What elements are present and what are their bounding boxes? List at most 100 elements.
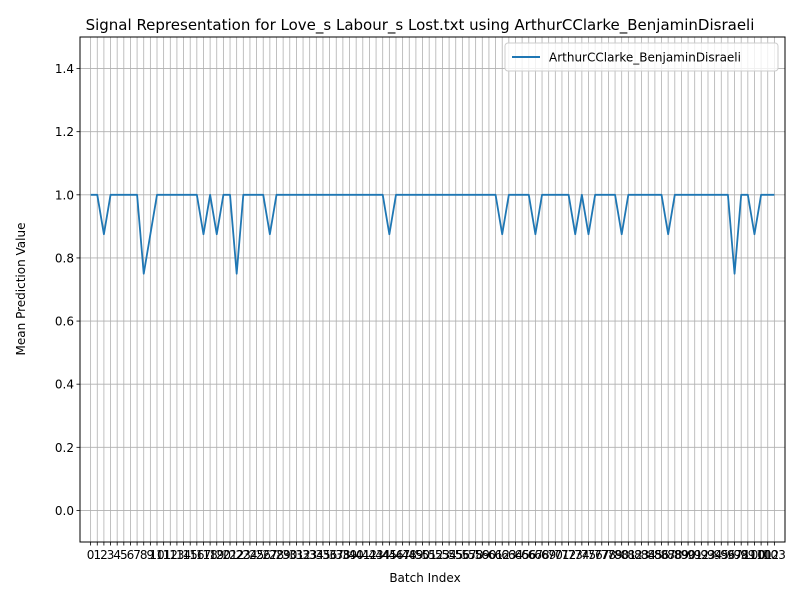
- x-tick-label: 23: [236, 548, 251, 562]
- x-tick-label: 76: [588, 548, 603, 562]
- x-tick-label: 56: [455, 548, 470, 562]
- y-axis-ticks: 0.0 0.2 0.4 0.6 0.8 1.0 1.2 1.4: [55, 62, 80, 518]
- y-tick-label: 0.6: [55, 315, 74, 329]
- x-tick-label: 36: [322, 548, 337, 562]
- x-tick-label: 35: [315, 548, 330, 562]
- x-tick-label: 31: [289, 548, 304, 562]
- x-tick-label: 60: [481, 548, 496, 562]
- x-tick-label: 88: [667, 548, 682, 562]
- y-tick-label: 0.2: [55, 441, 74, 455]
- x-tick-label: 51: [422, 548, 437, 562]
- x-tick-label: 103: [763, 548, 786, 562]
- x-tick-label: 69: [541, 548, 556, 562]
- x-tick-label: 102: [756, 548, 779, 562]
- x-tick-label: 6: [127, 548, 135, 562]
- x-tick-label: 21: [222, 548, 237, 562]
- x-tick-label: 62: [495, 548, 510, 562]
- x-tick-label: 17: [196, 548, 211, 562]
- x-tick-label: 95: [714, 548, 729, 562]
- x-tick-label: 14: [176, 548, 191, 562]
- x-tick-label: 70: [548, 548, 563, 562]
- x-tick-label: 50: [415, 548, 430, 562]
- x-tick-label: 39: [342, 548, 357, 562]
- x-tick-label: 25: [249, 548, 264, 562]
- plot-frame: [79, 36, 786, 543]
- x-tick-label: 47: [395, 548, 410, 562]
- x-tick-label: 87: [661, 548, 676, 562]
- x-axis-ticks: 0123456789101112131415161718192021222324…: [87, 542, 786, 562]
- x-tick-label: 7: [133, 548, 141, 562]
- x-tick-label: 53: [435, 548, 450, 562]
- x-tick-label: 79: [607, 548, 622, 562]
- x-tick-label: 82: [627, 548, 642, 562]
- x-tick-label: 11: [156, 548, 171, 562]
- x-tick-label: 45: [382, 548, 397, 562]
- y-tick-label: 1.4: [55, 62, 74, 76]
- legend: ArthurCClarke_BenjaminDisraeli: [504, 42, 779, 72]
- x-tick-label: 101: [750, 548, 773, 562]
- x-axis-label: Batch Index: [389, 571, 460, 585]
- x-tick-label: 29: [275, 548, 290, 562]
- x-tick-label: 15: [183, 548, 198, 562]
- x-tick-label: 49: [408, 548, 423, 562]
- x-tick-label: 75: [581, 548, 596, 562]
- x-tick-label: 94: [707, 548, 722, 562]
- x-tick-label: 38: [335, 548, 350, 562]
- x-tick-label: 2: [100, 548, 108, 562]
- x-tick-label: 48: [402, 548, 417, 562]
- x-tick-label: 93: [700, 548, 715, 562]
- x-tick-label: 74: [574, 548, 589, 562]
- x-tick-label: 34: [309, 548, 324, 562]
- x-tick-label: 85: [647, 548, 662, 562]
- x-tick-label: 91: [687, 548, 702, 562]
- x-tick-label: 52: [428, 548, 443, 562]
- x-tick-label: 27: [262, 548, 277, 562]
- x-tick-label: 67: [528, 548, 543, 562]
- x-tick-label: 43: [368, 548, 383, 562]
- x-tick-label: 37: [329, 548, 344, 562]
- x-tick-label: 32: [295, 548, 310, 562]
- x-tick-label: 84: [641, 548, 656, 562]
- x-tick-label: 22: [229, 548, 244, 562]
- x-tick-label: 72: [561, 548, 576, 562]
- x-tick-label: 96: [720, 548, 735, 562]
- x-tick-label: 58: [468, 548, 483, 562]
- x-tick-label: 33: [302, 548, 317, 562]
- legend-box: [504, 42, 779, 72]
- x-tick-label: 0: [87, 548, 95, 562]
- x-tick-label: 54: [441, 548, 456, 562]
- x-tick-label: 65: [514, 548, 529, 562]
- x-tick-label: 4: [113, 548, 121, 562]
- x-tick-label: 18: [202, 548, 217, 562]
- x-tick-label: 13: [169, 548, 184, 562]
- x-tick-label: 61: [488, 548, 503, 562]
- x-tick-label: 83: [634, 548, 649, 562]
- x-tick-label: 5: [120, 548, 128, 562]
- x-tick-label: 86: [654, 548, 669, 562]
- x-tick-label: 42: [362, 548, 377, 562]
- x-tick-label: 92: [694, 548, 709, 562]
- x-tick-label: 81: [621, 548, 636, 562]
- x-tick-label: 46: [388, 548, 403, 562]
- x-tick-label: 97: [727, 548, 742, 562]
- y-axis-label: Mean Prediction Value: [14, 223, 28, 356]
- x-tick-label: 89: [674, 548, 689, 562]
- x-tick-label: 30: [282, 548, 297, 562]
- x-tick-label: 28: [269, 548, 284, 562]
- y-tick-label: 0.8: [55, 251, 74, 265]
- y-tick-label: 0.0: [55, 504, 74, 518]
- chart-title: Signal Representation for Love_s Labour_…: [86, 16, 755, 35]
- x-tick-label: 68: [534, 548, 549, 562]
- x-tick-label: 64: [508, 548, 523, 562]
- x-tick-label: 99: [740, 548, 755, 562]
- x-tick-label: 55: [448, 548, 463, 562]
- x-tick-label: 24: [242, 548, 257, 562]
- x-tick-label: 8: [140, 548, 148, 562]
- x-tick-label: 41: [355, 548, 370, 562]
- series-layer: [90, 193, 775, 275]
- x-tick-label: 77: [594, 548, 609, 562]
- x-tick-label: 1: [93, 548, 101, 562]
- x-tick-label: 78: [601, 548, 616, 562]
